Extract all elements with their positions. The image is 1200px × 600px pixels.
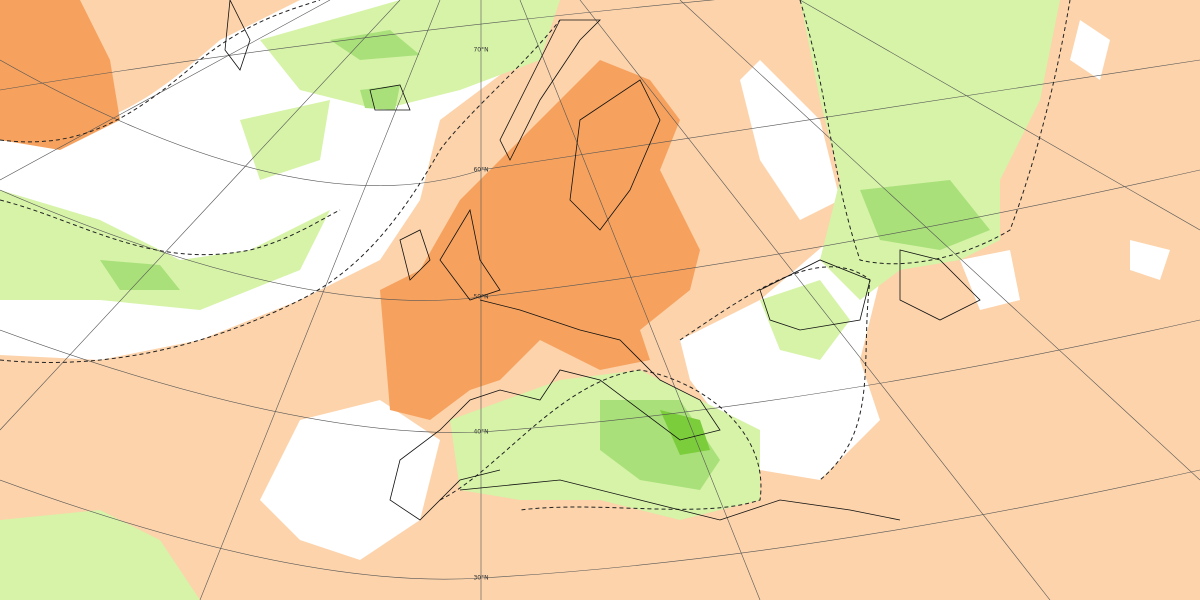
orange-area [380,60,700,420]
dashed-contour [799,0,1071,265]
dashed-contour [0,19,561,363]
coastline [499,19,661,231]
orange-areas [0,0,700,420]
white-area [960,20,1170,310]
latitude-label: 50°N [473,294,488,301]
latitude-line [0,169,1200,301]
latitude-line [0,319,1200,433]
latitude-label: 70°N [473,47,488,54]
meridian [0,0,401,431]
orange-area [0,0,120,150]
meridian [519,0,761,600]
dashed-contour [0,199,341,256]
dashed-contour [439,369,762,511]
light-green-area [800,0,1060,300]
mid-green-areas [100,30,990,490]
latitude-label: 60°N [473,167,488,174]
latitude-line [0,469,1200,580]
coastline [459,479,901,521]
white-area [260,400,440,560]
latitude-label: 30°N [473,575,488,582]
coastline [759,249,981,331]
meridian [579,0,1051,600]
meridian [0,0,331,181]
coastline [389,299,721,521]
latitude-label: 40°N [473,429,488,436]
meridian [679,0,1200,481]
light-green-area [0,190,330,310]
meridian [799,0,1200,231]
contours [0,0,1071,511]
white-area [740,60,840,220]
meridian [199,0,441,600]
light-green-area [0,100,850,600]
coastline [399,208,501,301]
coastlines [224,0,981,521]
coastline [224,0,411,111]
mid-green-area [100,30,420,290]
latitude-line [0,0,716,91]
latitude-labels: 70°N 60°N 50°N 40°N 30°N [473,47,488,582]
mid-green-area [860,180,990,250]
dashed-contour [0,0,321,143]
